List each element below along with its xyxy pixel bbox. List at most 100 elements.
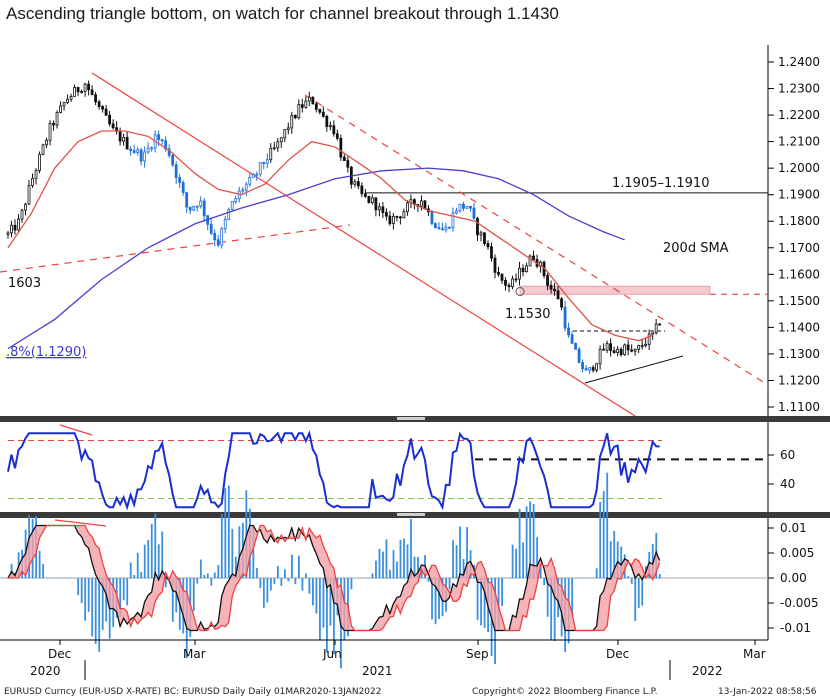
candle-body	[195, 205, 199, 208]
candle-body	[434, 223, 437, 229]
candle-body	[241, 189, 245, 192]
macd-histogram-bar	[42, 564, 45, 579]
candle-body	[6, 232, 10, 235]
candle-body	[623, 344, 627, 356]
time-tick-label: Dec	[48, 647, 71, 661]
macd-line	[7, 524, 661, 632]
candle-body	[314, 103, 318, 110]
candle-body	[97, 101, 101, 107]
candle-body	[272, 147, 276, 150]
macd-histogram-bar	[382, 551, 384, 579]
macd-histogram-bar	[66, 578, 69, 579]
candle-body	[406, 202, 409, 213]
macd-histogram-bar	[364, 578, 367, 579]
macd-lines	[0, 472, 768, 669]
candle-body	[104, 108, 108, 116]
candle-body	[192, 206, 196, 211]
divider-handle-1[interactable]	[397, 417, 425, 420]
footer-source: EURUSD Curncy (EUR-USD X-RATE) BC: EURUS…	[4, 687, 381, 697]
macd-histogram-bar	[392, 550, 395, 579]
candle-body	[150, 147, 154, 150]
rsi-lines	[7, 424, 768, 511]
macd-histogram-bar	[175, 578, 178, 613]
macd-signal-line	[8, 524, 661, 632]
price-lines	[7, 130, 653, 350]
divider-handle-2[interactable]	[397, 513, 425, 516]
macd-histogram-bar	[126, 578, 129, 606]
macd-histogram-bar	[259, 578, 262, 589]
pink-zone	[519, 285, 711, 295]
candle-body	[185, 192, 189, 208]
candle-body	[111, 123, 115, 129]
candle-body	[507, 284, 511, 288]
macd-histogram-bar	[417, 556, 419, 579]
macd-histogram-bar	[501, 578, 504, 607]
candle-body	[178, 177, 182, 183]
candle-body	[286, 127, 290, 130]
macd-histogram-bar	[641, 578, 644, 606]
price-tick-label: 1.2100	[778, 135, 820, 149]
macd-histogram-bar	[511, 544, 514, 579]
candle-body	[591, 367, 595, 371]
candle-body	[13, 224, 17, 231]
candle-body	[388, 215, 392, 224]
macd-histogram-bar	[63, 578, 66, 579]
candle-body	[356, 181, 360, 187]
candle-body	[129, 148, 133, 151]
year-label: 2020	[30, 664, 61, 678]
candle-body	[476, 217, 479, 236]
macd-histogram-bar	[199, 559, 202, 579]
macd-histogram-bar	[122, 578, 125, 601]
candle-body	[83, 83, 87, 92]
macd-fill	[8, 525, 660, 631]
macd-histogram-bar	[101, 578, 104, 630]
macd-histogram-bar	[70, 578, 73, 579]
macd-histogram-bar	[420, 568, 423, 579]
macd-histogram-bar	[308, 578, 311, 594]
macd-histogram-bar	[536, 537, 539, 579]
candle-body	[199, 200, 203, 207]
macd-histogram-bar	[276, 565, 279, 579]
price-tick-label: 1.2000	[778, 161, 820, 175]
macd-histogram-bar	[77, 578, 80, 596]
macd-histogram-bar	[466, 527, 468, 579]
macd-histogram-bar	[301, 578, 304, 591]
candle-body	[570, 334, 574, 344]
macd-divergence-line	[54, 519, 107, 527]
candle-body	[651, 332, 655, 335]
candle-body	[486, 243, 490, 248]
candle-body	[52, 122, 55, 126]
macd-histogram-bar	[234, 556, 237, 579]
candle-body	[230, 200, 234, 210]
macd-histogram-bar	[297, 555, 300, 579]
candle-body	[479, 232, 483, 236]
macd-histogram-bar	[504, 578, 507, 579]
macd-histogram-bar	[585, 578, 588, 579]
candle-body	[318, 108, 322, 113]
candle-body	[188, 206, 192, 211]
candle-body	[227, 209, 231, 220]
price-overlay	[0, 72, 769, 417]
macd-histogram-bar	[294, 578, 297, 585]
fib-label: .8%(1.1290)	[6, 345, 86, 360]
macd-histogram-bar	[609, 541, 612, 579]
macd-histogram-bar	[403, 538, 405, 579]
macd-histogram-bar	[361, 578, 363, 579]
candle-body	[644, 343, 648, 346]
ma-red-line	[7, 130, 653, 342]
candle-body	[391, 215, 395, 224]
candle-body	[514, 278, 518, 281]
candle-body	[279, 137, 283, 143]
macd-histogram-bar	[434, 578, 437, 625]
macd-tick-label: -0.01	[780, 621, 811, 635]
macd-histogram-bar	[515, 548, 518, 579]
candle-body	[38, 153, 41, 171]
price-tick-label: 1.1600	[778, 267, 820, 281]
macd-histogram-bar	[287, 578, 290, 582]
candle-body	[493, 257, 497, 273]
macd-histogram-bar	[210, 578, 213, 586]
candle-body	[297, 104, 301, 119]
candle-body	[465, 205, 469, 209]
macd-histogram-bar	[599, 501, 602, 579]
macd-histogram-bar	[427, 578, 430, 582]
